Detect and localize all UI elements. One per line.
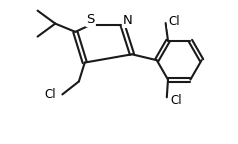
Text: N: N bbox=[123, 14, 133, 27]
Text: S: S bbox=[86, 13, 95, 26]
Text: Cl: Cl bbox=[170, 94, 182, 107]
Text: Cl: Cl bbox=[168, 15, 180, 28]
Text: Cl: Cl bbox=[45, 88, 56, 101]
